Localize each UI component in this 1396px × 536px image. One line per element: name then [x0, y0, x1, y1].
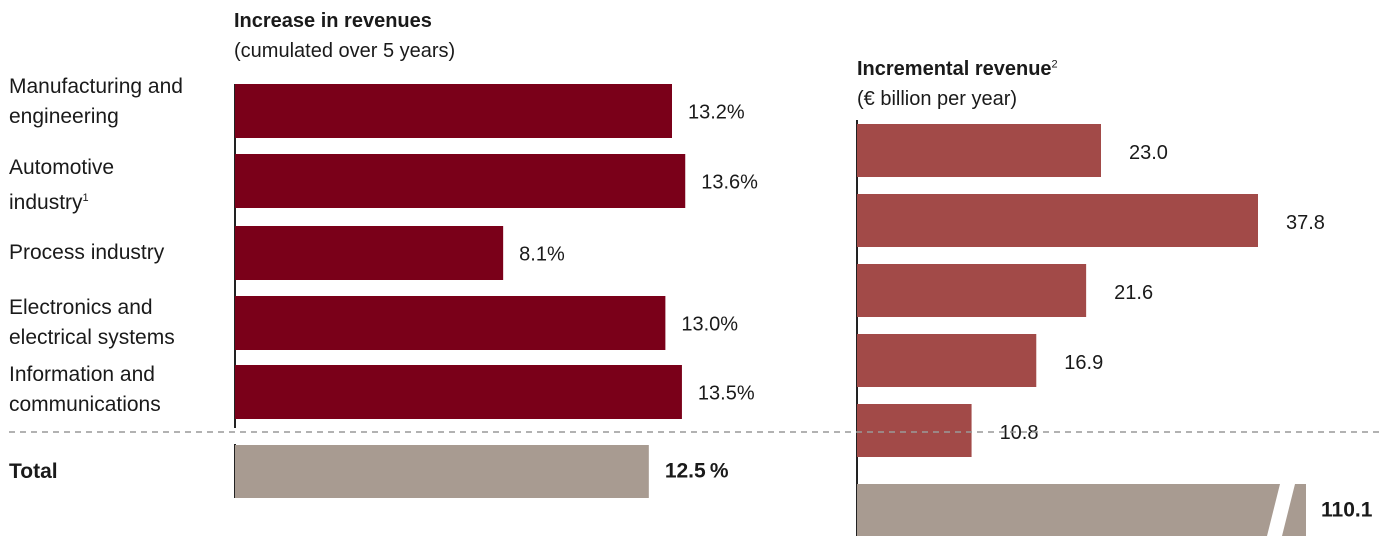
right-bar — [857, 334, 1037, 387]
right-bar-value-label: 23.0 — [1129, 142, 1168, 164]
left-chart-title: Increase in revenues — [234, 10, 432, 32]
category-label-process: Process industry — [9, 241, 165, 264]
left-bar — [235, 154, 686, 208]
right-bar — [857, 404, 972, 457]
right-chart-subtitle: (€ billion per year) — [857, 88, 1018, 110]
left-bar-value-label: 13.2% — [688, 101, 745, 123]
category-footnote: 1 — [82, 192, 89, 204]
right-chart-title-footnote: 2 — [1051, 58, 1058, 71]
right-bar-value-label: 16.9 — [1064, 352, 1103, 374]
right-bar-value-label: 37.8 — [1286, 212, 1325, 234]
right-chart-title: Incremental revenue2 — [857, 58, 1058, 80]
category-label-automotive: Automotive industry1 — [9, 156, 115, 214]
right-total-axis-break — [1267, 484, 1295, 536]
category-label-manufacturing: Manufacturing and engineering — [9, 75, 183, 128]
right-bar — [857, 124, 1101, 177]
left-bar — [235, 365, 682, 419]
left-total-value-label: 12.5 % — [665, 460, 729, 483]
right-total-bar — [857, 484, 1306, 536]
left-bar-value-label: 13.0% — [681, 313, 738, 335]
left-bar-value-label: 13.6% — [701, 171, 758, 193]
right-bar-value-label: 21.6 — [1114, 282, 1153, 304]
left-total-bar — [235, 445, 649, 498]
total-label: Total — [9, 460, 58, 483]
left-bar — [235, 226, 504, 280]
left-bar — [235, 296, 666, 350]
left-bar-value-label: 8.1% — [519, 243, 565, 265]
right-bar-value-label: 10.8 — [1000, 422, 1039, 444]
right-total-value-label: 110.1 — [1321, 499, 1373, 522]
right-bar — [857, 194, 1258, 247]
category-label-information: Information and communications — [9, 363, 161, 416]
category-label-electronics: Electronics and electrical systems — [9, 296, 175, 349]
right-bar — [857, 264, 1087, 317]
left-chart-subtitle: (cumulated over 5 years) — [234, 40, 456, 62]
left-bar — [235, 84, 672, 138]
left-bar-value-label: 13.5% — [698, 382, 755, 404]
